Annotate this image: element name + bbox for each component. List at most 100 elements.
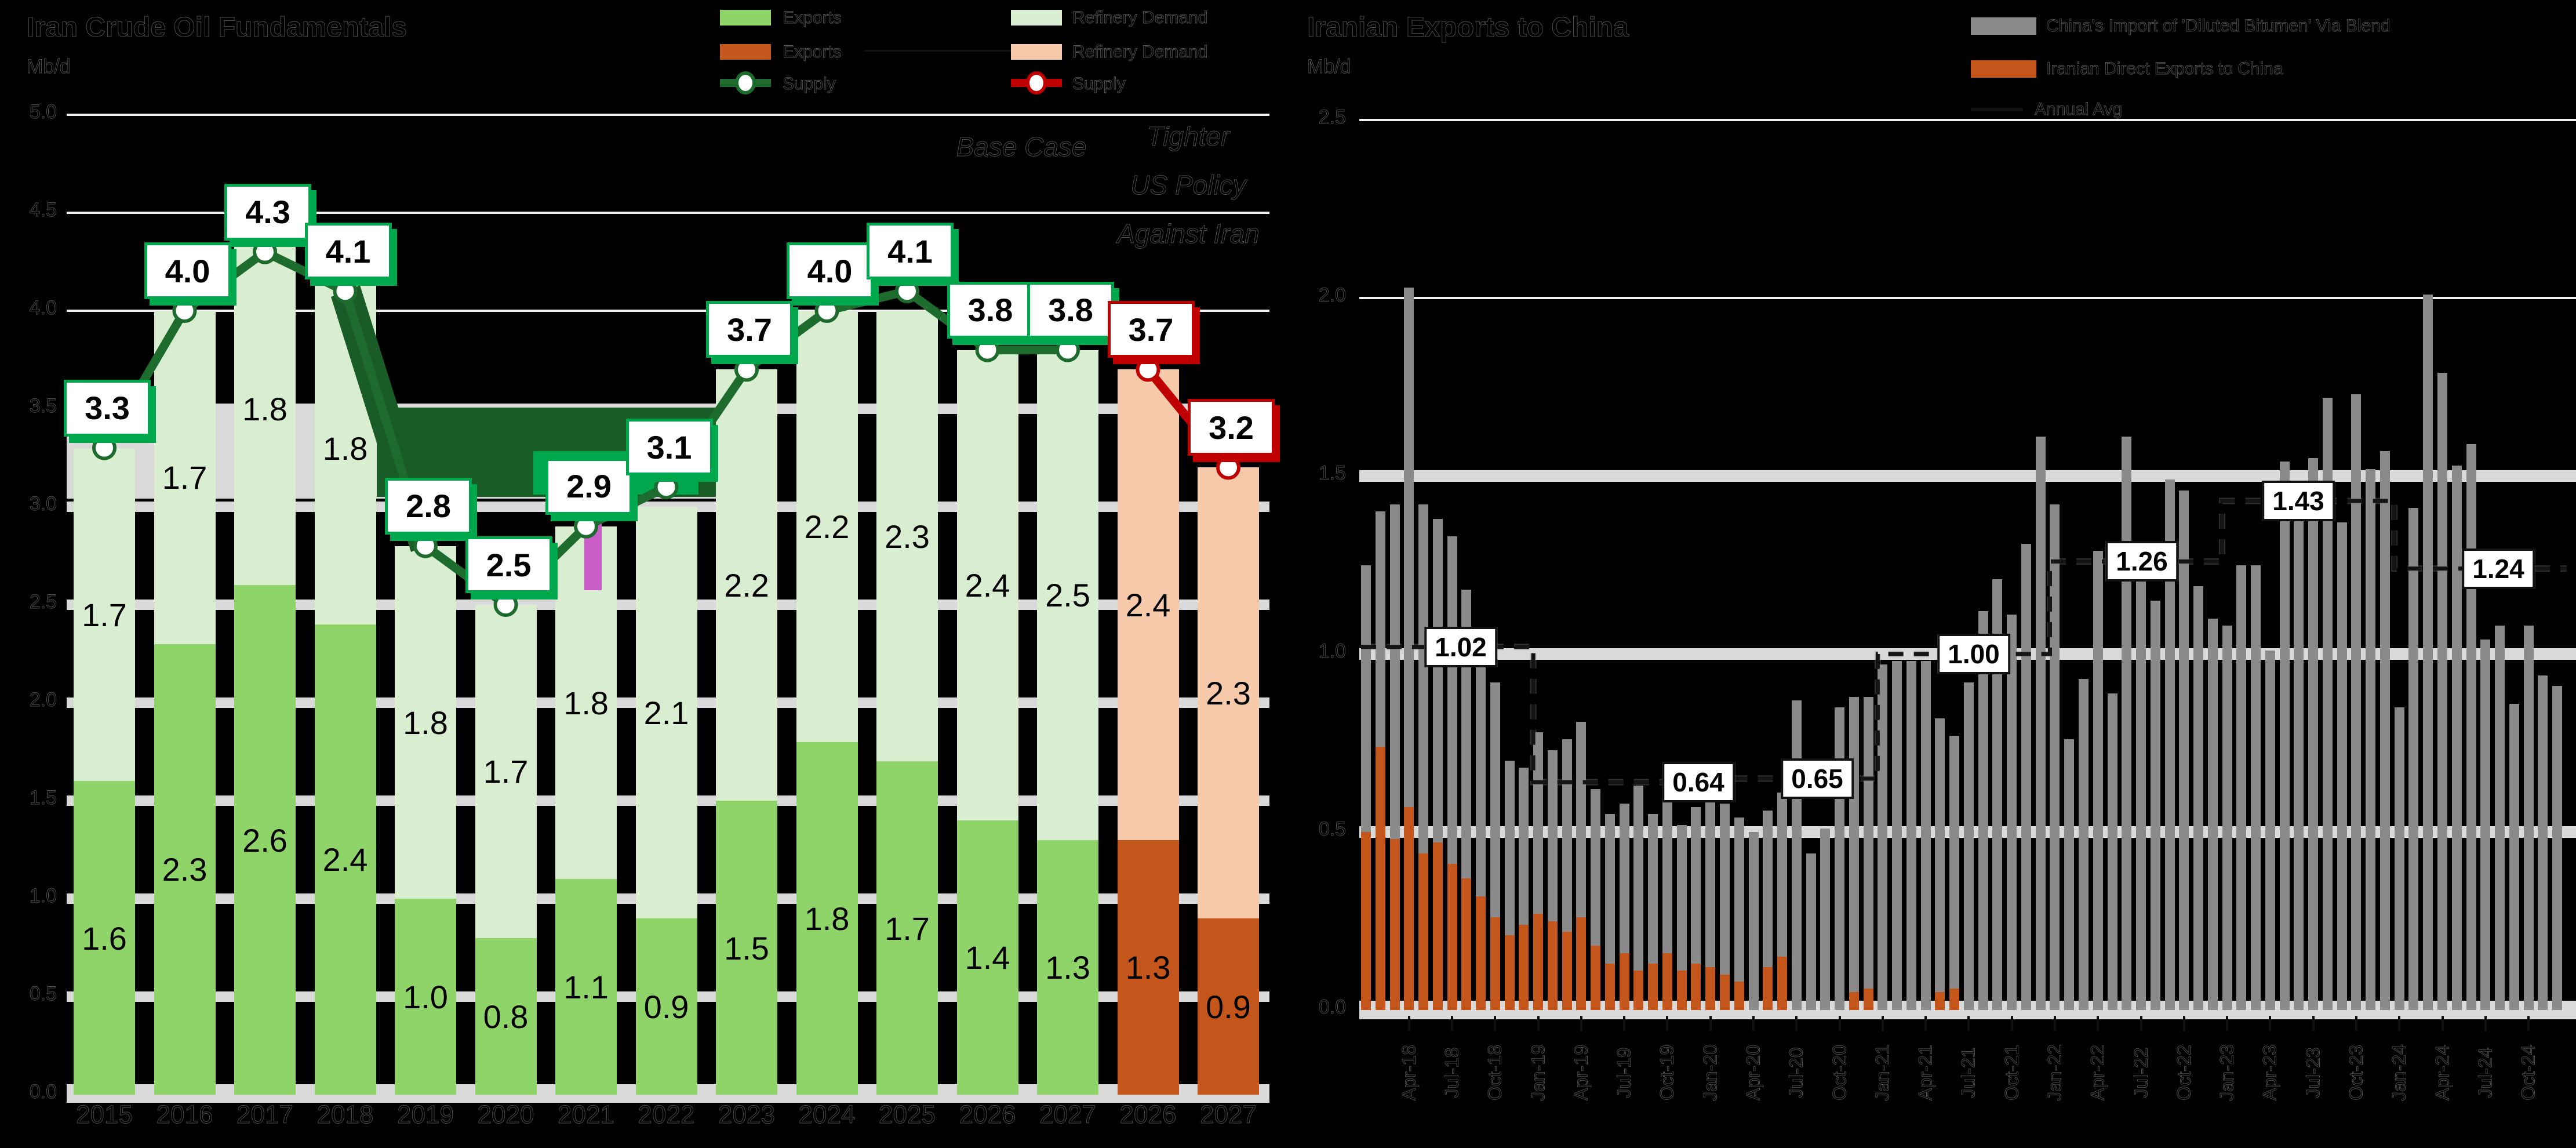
bar-iran-direct-export bbox=[1777, 956, 1788, 1010]
bar-value-label-exports: 2.3 bbox=[162, 851, 208, 888]
bar-iran-direct-export bbox=[1705, 967, 1716, 1010]
right-x-axis-tick-mark bbox=[1709, 1016, 1712, 1031]
bar-value-label-exports: 0.8 bbox=[483, 998, 529, 1035]
bar-china-blend-import bbox=[2423, 294, 2433, 1010]
right-x-axis-tick-label: Apr-19 bbox=[1570, 1044, 1592, 1101]
bar-china-blend-import bbox=[2366, 468, 2376, 1010]
right-x-axis-tick-label: Jan-20 bbox=[1700, 1044, 1721, 1102]
gridline-right bbox=[1359, 297, 2576, 299]
right-x-axis-tick-label: Apr-23 bbox=[2259, 1044, 2280, 1101]
bar-china-blend-import bbox=[1920, 661, 1931, 1010]
right-y-axis-tick-label: 1.0 bbox=[1318, 640, 1346, 663]
bar-china-blend-import bbox=[2451, 465, 2462, 1010]
supply-value-box: 4.1 bbox=[304, 223, 392, 280]
bar-value-label-exports: 1.0 bbox=[403, 979, 448, 1015]
left-y-axis-tick-label: 2.0 bbox=[29, 689, 57, 711]
bar-china-blend-import bbox=[1734, 818, 1744, 1010]
legend-marker-supply-scenario bbox=[1026, 71, 1047, 95]
bar-china-blend-import bbox=[2379, 451, 2390, 1010]
right-x-axis-tick-label: Oct-22 bbox=[2173, 1044, 2195, 1101]
bar-china-blend-import bbox=[2207, 618, 2218, 1010]
stacked-bar-refinery-segment bbox=[1198, 467, 1259, 918]
bar-iran-direct-export bbox=[1375, 746, 1385, 1010]
right-x-axis-tick-label: Jan-23 bbox=[2216, 1044, 2237, 1102]
bar-china-blend-import bbox=[1949, 736, 1960, 1010]
stacked-bar-exports-segment bbox=[395, 899, 456, 1095]
bar-china-blend-import bbox=[2308, 458, 2319, 1010]
left-x-axis-year-label: 2026 bbox=[959, 1100, 1016, 1129]
bar-china-blend-import bbox=[2408, 508, 2419, 1010]
legend-swatch-exports-scenario bbox=[720, 44, 771, 60]
bar-iran-direct-export bbox=[1504, 935, 1515, 1010]
bar-iran-direct-export bbox=[1461, 878, 1472, 1010]
right-x-axis-tick-label: Oct-23 bbox=[2345, 1044, 2367, 1101]
bar-value-label-exports: 1.1 bbox=[563, 969, 609, 1006]
annual-avg-value-box: 1.26 bbox=[2105, 541, 2178, 582]
right-y-axis-tick-label: 1.5 bbox=[1318, 462, 1346, 485]
right-x-axis-tick-mark bbox=[2527, 1016, 2530, 1031]
stacked-bar-exports-segment bbox=[1198, 918, 1259, 1095]
bar-china-blend-import bbox=[2050, 504, 2060, 1010]
gridline-left bbox=[67, 212, 1269, 214]
right-x-axis-tick-label: Jul-20 bbox=[1785, 1047, 1807, 1098]
left-x-axis-year-label: 2020 bbox=[477, 1100, 534, 1129]
bar-iran-direct-export bbox=[1562, 931, 1572, 1010]
bar-china-blend-import bbox=[1906, 661, 1916, 1010]
legend-label-refinery-demand: Refinery Demand bbox=[1072, 8, 1208, 28]
stacked-bar-exports-segment bbox=[876, 761, 938, 1095]
left-x-axis-year-label: 2015 bbox=[76, 1100, 133, 1129]
bar-value-label-exports: 1.4 bbox=[965, 939, 1010, 976]
bar-china-blend-import bbox=[1863, 696, 1873, 1010]
right-x-axis-tick-mark bbox=[2355, 1016, 2357, 1031]
left-x-axis-year-label: 2027 bbox=[1200, 1100, 1257, 1129]
right-x-axis-tick-mark bbox=[1623, 1016, 1626, 1031]
left-x-axis-year-label: 2022 bbox=[638, 1100, 695, 1129]
legend-label-iran-direct-exports: Iranian Direct Exports to China bbox=[2046, 59, 2283, 79]
stacked-bar-exports-segment bbox=[796, 742, 858, 1095]
bar-china-blend-import bbox=[1705, 789, 1716, 1010]
left-chart-unit-label: Mb/d bbox=[27, 56, 71, 78]
bar-china-blend-import bbox=[2093, 550, 2103, 1010]
bar-china-blend-import bbox=[2437, 372, 2447, 1010]
bar-china-blend-import bbox=[2495, 625, 2505, 1010]
right-y-axis-tick-label: 2.5 bbox=[1318, 106, 1346, 129]
right-x-axis-tick-mark bbox=[2398, 1016, 2401, 1031]
left-y-axis-tick-label: 5.0 bbox=[29, 101, 57, 123]
left-x-axis-year-label: 2021 bbox=[558, 1100, 615, 1129]
right-x-axis-tick-label: Oct-18 bbox=[1484, 1044, 1505, 1101]
right-x-axis-tick-mark bbox=[1838, 1016, 1841, 1031]
right-x-axis-tick-mark bbox=[1537, 1016, 1540, 1031]
right-x-axis-tick-label: Apr-21 bbox=[1915, 1044, 1936, 1101]
bar-china-blend-import bbox=[1720, 803, 1730, 1010]
bar-iran-direct-export bbox=[1547, 921, 1558, 1010]
left-y-axis-tick-label: 2.5 bbox=[29, 591, 57, 613]
bar-china-blend-import bbox=[1806, 853, 1816, 1010]
legend-swatch-iran-direct-exports bbox=[1971, 60, 2036, 78]
legend-label-annual-avg: Annual Avg bbox=[2035, 100, 2123, 119]
supply-value-box: 3.8 bbox=[1027, 281, 1114, 339]
right-x-axis-tick-label: Oct-19 bbox=[1656, 1044, 1678, 1101]
right-x-axis-tick-mark bbox=[2182, 1016, 2185, 1031]
right-x-axis-tick-mark bbox=[1666, 1016, 1669, 1031]
bar-iran-direct-export bbox=[1676, 971, 1687, 1010]
left-y-axis-tick-label: 3.0 bbox=[29, 493, 57, 515]
stacked-bar-exports-segment bbox=[154, 644, 216, 1095]
bar-china-blend-import bbox=[2107, 693, 2117, 1010]
bar-iran-direct-export bbox=[1519, 924, 1529, 1010]
left-chart-title: Iran Crude Oil Fundamentals bbox=[27, 12, 407, 43]
right-x-axis-tick-mark bbox=[1494, 1016, 1497, 1031]
bar-value-label-exports: 1.5 bbox=[724, 929, 769, 967]
right-y-axis-tick-label: 0.0 bbox=[1318, 996, 1346, 1019]
bar-china-blend-import bbox=[1748, 832, 1759, 1010]
right-x-axis-tick-label: Oct-21 bbox=[2001, 1044, 2022, 1101]
left-x-axis-year-label: 2025 bbox=[879, 1100, 936, 1129]
legend-swatch-china-blend-imports bbox=[1971, 17, 2036, 35]
right-x-axis-tick-mark bbox=[2053, 1016, 2056, 1031]
supply-value-box: 2.8 bbox=[385, 477, 472, 535]
bar-china-blend-import bbox=[1835, 707, 1845, 1010]
annual-avg-value-box: 1.24 bbox=[2462, 548, 2535, 589]
bar-value-label-exports: 0.9 bbox=[643, 988, 689, 1025]
